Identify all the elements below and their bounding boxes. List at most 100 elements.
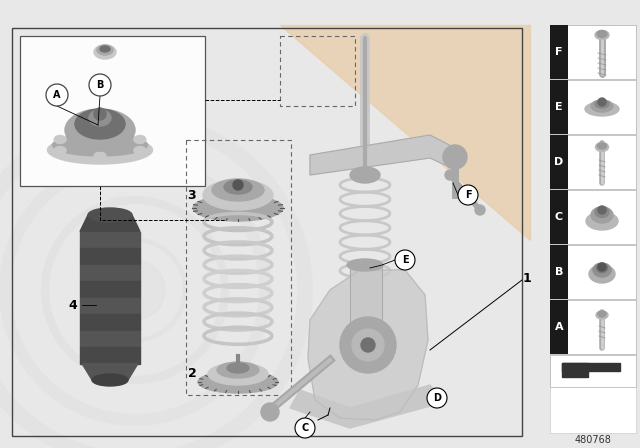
Bar (550, 80, 568, 134)
Circle shape (295, 418, 315, 438)
Ellipse shape (598, 311, 606, 317)
Text: 2: 2 (188, 366, 196, 379)
Ellipse shape (595, 30, 609, 39)
Circle shape (598, 206, 606, 214)
Ellipse shape (212, 179, 264, 201)
Circle shape (443, 145, 467, 169)
Ellipse shape (591, 100, 613, 112)
Circle shape (46, 84, 68, 106)
Ellipse shape (596, 263, 607, 272)
Ellipse shape (347, 259, 383, 271)
Text: D: D (433, 393, 441, 403)
Polygon shape (280, 25, 530, 240)
Circle shape (598, 263, 606, 271)
Text: E: E (402, 255, 408, 265)
Bar (550, 25, 636, 79)
Circle shape (261, 403, 279, 421)
Circle shape (427, 388, 447, 408)
Bar (550, 355, 636, 387)
Ellipse shape (92, 374, 128, 386)
Ellipse shape (595, 207, 609, 217)
Ellipse shape (598, 143, 607, 149)
Polygon shape (80, 215, 140, 232)
Ellipse shape (193, 195, 283, 221)
Bar (550, 300, 636, 354)
Ellipse shape (88, 208, 132, 222)
Text: 4: 4 (68, 298, 77, 311)
Bar (280, 36, 355, 106)
Polygon shape (80, 281, 140, 297)
Text: B: B (555, 267, 563, 277)
Polygon shape (562, 363, 620, 371)
Bar (350, 265, 382, 340)
Polygon shape (308, 270, 428, 420)
Ellipse shape (585, 102, 619, 116)
Ellipse shape (54, 135, 66, 143)
Ellipse shape (350, 167, 380, 183)
Text: 1: 1 (523, 271, 531, 284)
Polygon shape (80, 297, 140, 314)
Ellipse shape (134, 135, 146, 143)
Ellipse shape (94, 152, 106, 160)
Polygon shape (80, 314, 140, 331)
Text: A: A (53, 90, 61, 100)
Bar (12, 28, 522, 436)
Text: 3: 3 (188, 189, 196, 202)
Ellipse shape (75, 109, 125, 139)
Text: 480768: 480768 (575, 435, 611, 445)
Text: E: E (555, 102, 563, 112)
Circle shape (598, 98, 606, 106)
Circle shape (475, 205, 485, 215)
Ellipse shape (47, 136, 152, 164)
Text: C: C (555, 212, 563, 222)
Circle shape (89, 74, 111, 96)
Ellipse shape (89, 110, 111, 126)
Bar (350, 265, 382, 340)
Ellipse shape (100, 46, 110, 52)
Polygon shape (80, 347, 140, 363)
Bar (550, 245, 568, 299)
Ellipse shape (203, 180, 273, 210)
Bar (186, 140, 291, 395)
Bar (550, 135, 568, 189)
Ellipse shape (593, 263, 611, 277)
Ellipse shape (586, 212, 618, 230)
Bar (550, 300, 568, 354)
Circle shape (233, 180, 243, 190)
Ellipse shape (97, 45, 113, 55)
Ellipse shape (224, 180, 252, 194)
Polygon shape (562, 363, 588, 377)
Polygon shape (290, 385, 445, 428)
Circle shape (445, 170, 455, 180)
Ellipse shape (595, 100, 609, 108)
Ellipse shape (595, 142, 609, 151)
Ellipse shape (134, 146, 146, 155)
Bar (550, 135, 636, 189)
Text: C: C (301, 423, 308, 433)
Ellipse shape (94, 45, 116, 59)
Ellipse shape (65, 109, 135, 151)
Ellipse shape (52, 134, 147, 156)
Ellipse shape (596, 311, 608, 319)
Ellipse shape (208, 363, 268, 385)
Polygon shape (310, 135, 455, 175)
Circle shape (361, 338, 375, 352)
Polygon shape (80, 264, 140, 281)
Ellipse shape (227, 363, 249, 373)
Ellipse shape (591, 207, 613, 223)
Circle shape (395, 250, 415, 270)
Text: B: B (96, 80, 104, 90)
Bar (550, 190, 636, 244)
Text: D: D (554, 157, 564, 167)
Text: A: A (555, 322, 563, 332)
Polygon shape (80, 248, 140, 264)
Ellipse shape (198, 371, 278, 393)
Text: F: F (465, 190, 471, 200)
Circle shape (340, 317, 396, 373)
Polygon shape (80, 331, 140, 347)
Bar (550, 25, 636, 433)
Ellipse shape (54, 146, 66, 155)
Ellipse shape (589, 265, 615, 283)
Circle shape (105, 260, 165, 320)
Polygon shape (82, 363, 138, 380)
